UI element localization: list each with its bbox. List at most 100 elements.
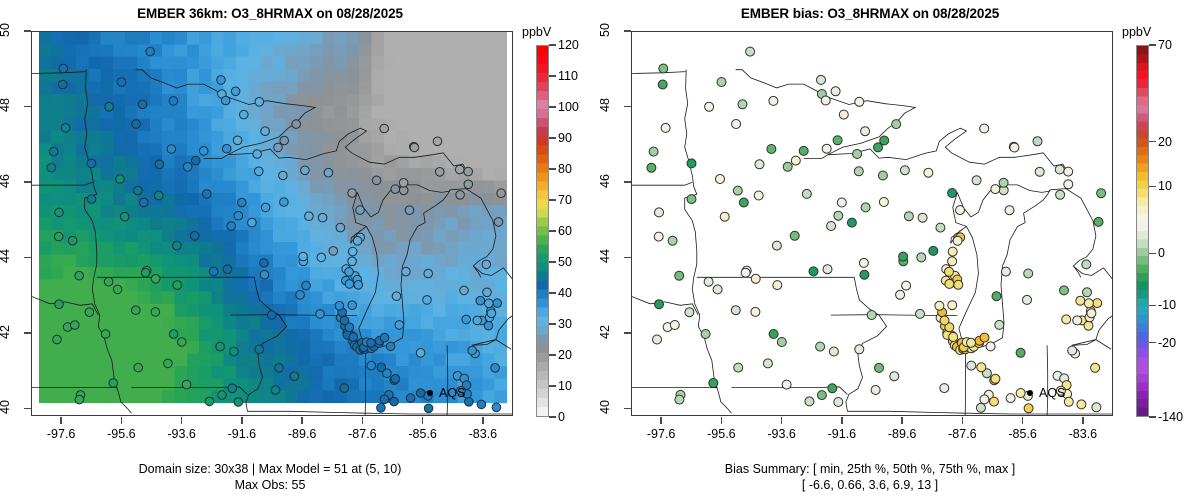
aqs-monitor-point[interactable] <box>139 197 149 208</box>
aqs-bias-point[interactable] <box>782 161 793 172</box>
aqs-bias-point[interactable] <box>827 383 838 394</box>
aqs-bias-point[interactable] <box>772 280 783 291</box>
aqs-monitor-point[interactable] <box>434 167 445 177</box>
aqs-bias-point[interactable] <box>860 126 871 137</box>
aqs-bias-point[interactable] <box>991 291 1002 302</box>
aqs-bias-point[interactable] <box>833 397 844 407</box>
aqs-bias-point[interactable] <box>658 63 669 74</box>
aqs-monitor-point[interactable] <box>150 274 161 284</box>
aqs-monitor-point[interactable] <box>279 197 289 207</box>
aqs-bias-point[interactable] <box>731 119 742 129</box>
aqs-bias-point[interactable] <box>985 341 996 352</box>
aqs-bias-point[interactable] <box>708 378 719 388</box>
aqs-monitor-point[interactable] <box>229 346 239 357</box>
aqs-monitor-point[interactable] <box>259 269 270 280</box>
aqs-monitor-point[interactable] <box>339 383 350 393</box>
aqs-bias-point[interactable] <box>860 202 871 213</box>
aqs-monitor-point[interactable] <box>455 190 465 200</box>
aqs-monitor-point[interactable] <box>300 165 310 176</box>
aqs-monitor-point[interactable] <box>279 135 289 146</box>
aqs-monitor-point[interactable] <box>481 259 492 270</box>
aqs-monitor-point[interactable] <box>198 146 209 156</box>
aqs-monitor-point[interactable] <box>74 394 85 405</box>
aqs-monitor-point[interactable] <box>145 46 155 57</box>
aqs-monitor-point[interactable] <box>137 99 148 110</box>
aqs-bias-point[interactable] <box>1023 268 1034 279</box>
aqs-monitor-point[interactable] <box>347 188 357 198</box>
aqs-bias-point[interactable] <box>947 300 958 311</box>
aqs-monitor-point[interactable] <box>379 123 390 134</box>
aqs-bias-point[interactable] <box>1067 345 1078 356</box>
aqs-bias-point[interactable] <box>889 371 900 382</box>
aqs-monitor-point[interactable] <box>482 287 492 298</box>
aqs-bias-point[interactable] <box>955 205 965 216</box>
aqs-bias-point[interactable] <box>953 279 964 290</box>
aqs-bias-point[interactable] <box>1082 287 1092 298</box>
aqs-bias-point[interactable] <box>1090 362 1101 373</box>
aqs-monitor-point[interactable] <box>394 320 405 330</box>
aqs-bias-point[interactable] <box>1034 166 1045 177</box>
aqs-bias-point[interactable] <box>1072 315 1083 326</box>
aqs-bias-point[interactable] <box>833 210 844 221</box>
aqs-bias-point[interactable] <box>768 95 779 106</box>
aqs-bias-point[interactable] <box>1076 399 1087 410</box>
aqs-bias-point[interactable] <box>801 188 812 199</box>
aqs-monitor-point[interactable] <box>131 119 141 129</box>
aqs-bias-point[interactable] <box>1015 347 1026 358</box>
aqs-monitor-point[interactable] <box>390 374 401 384</box>
aqs-monitor-point[interactable] <box>432 136 443 147</box>
aqs-monitor-point[interactable] <box>401 266 411 277</box>
aqs-monitor-point[interactable] <box>486 308 497 319</box>
aqs-monitor-point[interactable] <box>46 162 57 173</box>
aqs-monitor-point[interactable] <box>472 315 483 326</box>
aqs-bias-point[interactable] <box>877 170 888 181</box>
aqs-monitor-point[interactable] <box>404 205 415 215</box>
aqs-bias-point[interactable] <box>1083 320 1094 331</box>
aqs-monitor-point[interactable] <box>390 184 401 194</box>
aqs-bias-point[interactable] <box>990 373 1001 384</box>
aqs-bias-point[interactable] <box>703 276 714 287</box>
aqs-bias-point[interactable] <box>822 264 833 275</box>
aqs-bias-point[interactable] <box>686 194 697 205</box>
aqs-bias-point[interactable] <box>966 360 977 371</box>
aqs-bias-point[interactable] <box>1032 136 1043 147</box>
map-plot-area[interactable] <box>31 31 513 416</box>
aqs-bias-point[interactable] <box>1023 403 1034 414</box>
aqs-bias-point[interactable] <box>879 135 890 146</box>
aqs-bias-point[interactable] <box>947 246 958 257</box>
aqs-monitor-point[interactable] <box>222 264 233 274</box>
aqs-monitor-point[interactable] <box>496 188 506 198</box>
aqs-monitor-point[interactable] <box>467 345 478 356</box>
aqs-bias-point[interactable] <box>781 379 792 390</box>
aqs-bias-point[interactable] <box>989 396 999 407</box>
aqs-monitor-point[interactable] <box>103 276 114 287</box>
aqs-monitor-point[interactable] <box>54 207 64 218</box>
aqs-bias-point[interactable] <box>832 135 843 146</box>
aqs-bias-point[interactable] <box>947 188 958 198</box>
aqs-bias-point[interactable] <box>745 46 756 57</box>
aqs-bias-point[interactable] <box>768 329 779 339</box>
aqs-monitor-point[interactable] <box>339 315 350 326</box>
aqs-monitor-point[interactable] <box>344 279 355 289</box>
aqs-monitor-point[interactable] <box>459 285 469 296</box>
aqs-monitor-point[interactable] <box>182 162 193 172</box>
aqs-bias-point[interactable] <box>766 144 777 154</box>
aqs-monitor-point[interactable] <box>344 322 355 333</box>
aqs-bias-point[interactable] <box>1022 294 1032 305</box>
aqs-monitor-point[interactable] <box>456 385 466 396</box>
aqs-monitor-point[interactable] <box>239 109 249 120</box>
aqs-bias-point[interactable] <box>798 145 809 156</box>
aqs-monitor-point[interactable] <box>347 246 358 257</box>
aqs-monitor-point[interactable] <box>476 399 487 410</box>
aqs-bias-point[interactable] <box>853 166 864 177</box>
aqs-monitor-point[interactable] <box>67 235 78 246</box>
aqs-monitor-point[interactable] <box>483 320 494 331</box>
aqs-bias-point[interactable] <box>1063 396 1074 407</box>
aqs-monitor-point[interactable] <box>52 334 62 345</box>
aqs-bias-point[interactable] <box>1086 308 1097 319</box>
aqs-monitor-point[interactable] <box>259 258 269 268</box>
aqs-bias-point[interactable] <box>838 109 849 120</box>
aqs-monitor-point[interactable] <box>273 142 283 153</box>
aqs-monitor-point[interactable] <box>86 194 97 204</box>
aqs-monitor-point[interactable] <box>133 185 143 196</box>
